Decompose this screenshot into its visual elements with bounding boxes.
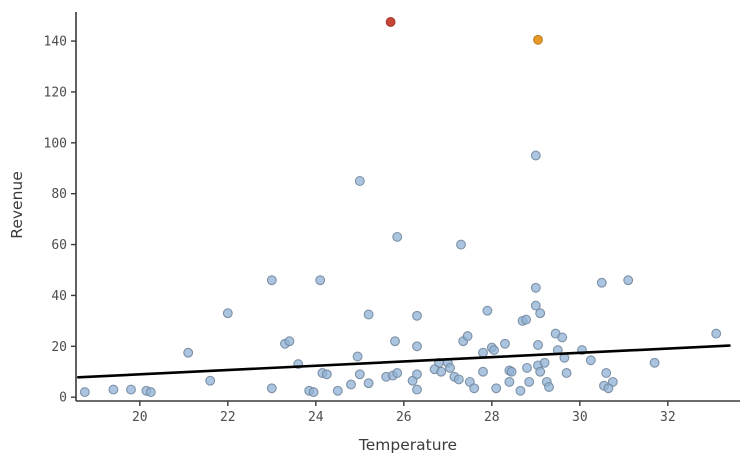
scatter-points-layer (79, 17, 722, 398)
data-point-observations (469, 383, 480, 394)
x-axis-label: Temperature (358, 436, 457, 454)
data-point-observations (392, 368, 403, 378)
data-point-observations (530, 150, 541, 161)
data-point-observations (539, 357, 550, 368)
axes-layer: 20 22 24 26 28 30 32 0 20 40 60 80 100 120 140 (44, 12, 740, 425)
data-point-observations (500, 338, 510, 349)
x-tick-label: 32 (660, 410, 676, 425)
data-point-observations (585, 355, 596, 366)
data-point-observations (412, 369, 422, 380)
data-point-observations (352, 351, 363, 362)
data-point-observations (623, 275, 634, 286)
y-tick-label: 0 (59, 391, 67, 406)
data-point-observations (530, 282, 541, 293)
y-tick-label: 60 (51, 238, 67, 253)
data-point-observations (482, 305, 493, 316)
data-point-observations (126, 384, 136, 395)
data-point-observations (205, 375, 216, 386)
data-point-observations (222, 308, 233, 319)
data-point-observations (79, 387, 90, 398)
data-point-observations (363, 378, 374, 389)
data-point-observations (284, 336, 295, 347)
data-point-observations (521, 314, 532, 325)
data-point-observations (489, 345, 499, 356)
data-point-observations (354, 369, 365, 380)
data-point-observations (363, 309, 374, 320)
data-point-observations (535, 308, 546, 319)
data-point-observations (390, 336, 400, 347)
data-point-observations (332, 385, 343, 396)
trend-line-layer (76, 344, 731, 379)
data-point-observations (266, 383, 277, 394)
data-point-observations (524, 376, 535, 387)
data-point-observations (315, 275, 326, 286)
data-point-observations (649, 357, 660, 368)
data-point-observations (504, 376, 515, 387)
data-point-observations (491, 383, 502, 394)
data-point-observations (530, 300, 541, 311)
data-point-observations (108, 384, 119, 395)
data-point-observations (506, 366, 517, 377)
x-tick-label: 24 (308, 410, 324, 425)
data-point-observations (412, 341, 422, 352)
data-point-observations (392, 231, 403, 242)
data-point-observations (321, 369, 332, 380)
data-point-observations (308, 387, 319, 398)
x-tick-label: 22 (220, 410, 236, 425)
data-point-observations (515, 385, 526, 396)
x-tick-label: 30 (572, 410, 588, 425)
data-point-observations (478, 347, 488, 358)
data-point-observations (601, 368, 612, 378)
data-point-observations (436, 366, 447, 377)
data-point-observations (478, 366, 488, 377)
data-point-observations (557, 332, 568, 343)
y-tick-label: 80 (51, 187, 67, 202)
y-tick-label: 20 (51, 340, 67, 355)
y-tick-label: 40 (51, 289, 67, 304)
x-tick-label: 26 (396, 410, 412, 425)
y-tick-label: 120 (44, 85, 67, 100)
data-point-observations (183, 347, 194, 358)
data-point-observations (522, 362, 532, 373)
y-tick-label: 140 (44, 35, 67, 50)
data-point-observations (145, 387, 156, 398)
data-point-observations (445, 362, 455, 373)
data-point-observations (346, 379, 356, 390)
data-point-observations (354, 176, 365, 186)
data-point-observations (412, 384, 422, 395)
data-point-observations (266, 275, 277, 286)
x-tick-label: 20 (132, 410, 148, 425)
data-point-outlier-red (385, 17, 396, 27)
data-point-observations (561, 368, 572, 378)
data-point-outlier-orange (533, 34, 543, 45)
y-tick-label: 100 (44, 136, 67, 151)
data-point-observations (544, 382, 554, 392)
data-point-observations (603, 383, 614, 394)
data-point-observations (711, 328, 722, 339)
data-point-observations (453, 374, 464, 385)
regression-line (76, 344, 731, 379)
data-point-observations (462, 331, 473, 342)
data-point-observations (535, 366, 546, 377)
x-tick-label: 28 (484, 410, 500, 425)
data-point-observations (456, 239, 466, 250)
data-point-observations (412, 310, 422, 321)
y-axis-label: Revenue (8, 171, 26, 239)
data-point-observations (533, 340, 543, 350)
data-point-observations (596, 277, 607, 288)
